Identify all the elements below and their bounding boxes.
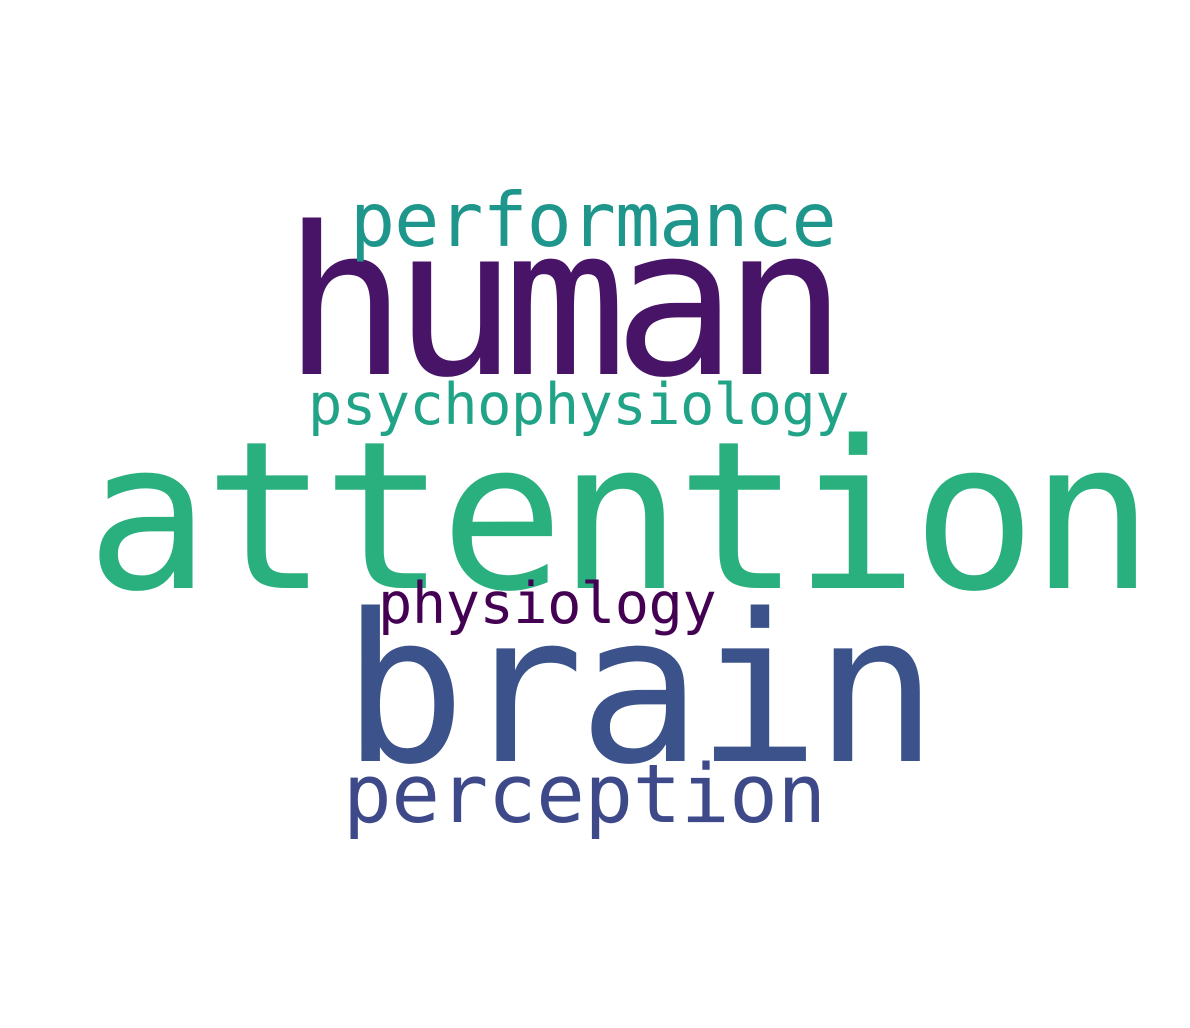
word-perception: perception (343, 748, 826, 842)
word-psychophysiology: psychophysiology (308, 372, 850, 438)
word-human: human (283, 183, 847, 423)
word-physiology: physiology (378, 571, 717, 637)
word-performance: performance (350, 176, 837, 264)
word-attention: attention (86, 397, 1154, 637)
word-brain: brain (342, 570, 938, 810)
